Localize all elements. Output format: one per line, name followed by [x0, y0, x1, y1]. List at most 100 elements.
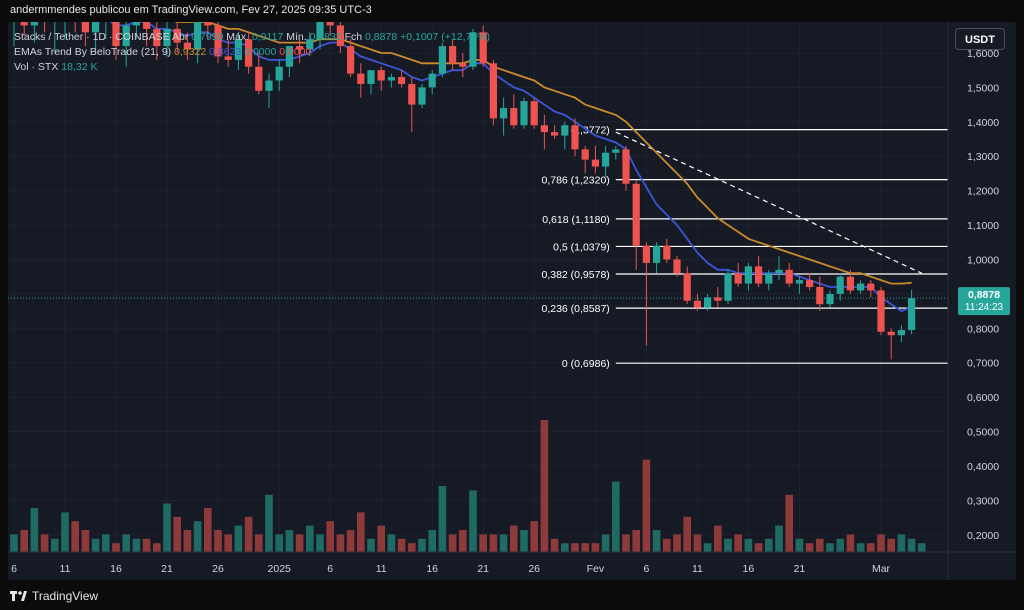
volume-bar — [122, 534, 130, 552]
candle-body — [245, 39, 253, 67]
volume-bar — [601, 534, 610, 552]
volume-bar — [632, 530, 640, 552]
candle-body — [826, 293, 834, 305]
candle-body — [122, 25, 130, 47]
volume-bar — [438, 486, 447, 552]
y-tick-label: 0,8000 — [967, 323, 999, 335]
volume-bar — [663, 538, 671, 552]
x-tick-label: 11 — [376, 563, 387, 575]
candle-body — [806, 280, 814, 287]
x-tick-label: 11 — [60, 563, 71, 575]
close-label: Fch — [344, 31, 363, 43]
candle-body — [214, 25, 222, 57]
candle-body — [683, 273, 691, 301]
x-tick-label: 21 — [477, 563, 489, 575]
fib-level-label: 1 (1,3772) — [562, 125, 610, 137]
fib-level-label: 0,5 (1,0379) — [553, 241, 610, 253]
candle-body — [296, 46, 304, 50]
candle-body — [724, 273, 732, 301]
candle-body — [877, 290, 885, 332]
volume-bar — [214, 530, 222, 552]
candle-body — [398, 77, 406, 84]
volume-bar — [714, 525, 722, 552]
candle-body — [765, 273, 773, 284]
x-tick-label: 6 — [11, 563, 17, 575]
volume-bar — [397, 538, 406, 552]
candle-body — [408, 83, 416, 105]
candle-body — [540, 125, 548, 133]
candle-body — [612, 149, 620, 153]
candle-body — [581, 149, 589, 160]
tradingview-brand: TradingView — [10, 589, 98, 603]
volume-bar — [469, 490, 477, 552]
volume-bar — [306, 525, 314, 552]
candle-body — [285, 46, 293, 67]
candle-body — [30, 22, 38, 26]
x-tick-label: 11 — [692, 563, 703, 575]
volume-bar — [102, 534, 110, 552]
y-tick-label: 1,1000 — [967, 220, 999, 232]
candle-body — [204, 22, 212, 26]
last-price-tag-bg — [958, 287, 1010, 316]
volume-bar — [40, 534, 49, 552]
candle-body — [81, 22, 89, 33]
y-tick-label: 1,2000 — [967, 186, 999, 198]
candle-body — [306, 39, 314, 50]
volume-bar — [142, 538, 151, 552]
candle-body — [642, 245, 650, 263]
volume-bar — [571, 543, 579, 552]
volume-bar — [30, 508, 39, 552]
candle-body — [887, 331, 895, 336]
volume-bar — [132, 538, 141, 552]
candle-body — [367, 70, 375, 84]
volume-bar — [326, 521, 334, 552]
volume-bar — [255, 534, 263, 552]
volume-indicator-name: Vol · STX — [14, 61, 59, 73]
legend-volume-row[interactable]: Vol · STX 18,32 K — [14, 60, 490, 75]
candle-body — [663, 245, 671, 260]
price-chart[interactable]: 1 (1,3772) 0,786 (1,2320) 0,618 (1,1180) 0,… — [8, 22, 1016, 580]
volume-bar — [785, 494, 793, 552]
chart-pane[interactable]: 1 (1,3772) 0,786 (1,2320) 0,618 (1,1180) 0,… — [8, 22, 1016, 580]
candle-body — [632, 183, 640, 246]
last-price-tag: 0,8878 — [968, 289, 1000, 301]
chart-legend: Stacks / Tether · 1D · COINBASE Abr 0,79… — [14, 30, 490, 75]
volume-bar — [244, 516, 253, 552]
volume-bar — [346, 530, 355, 552]
change-value: +0,1007 (+12,79%) — [400, 31, 490, 43]
low-label: Mín. — [286, 31, 307, 43]
x-tick-label: 16 — [110, 563, 122, 575]
volume-bar — [275, 534, 283, 552]
volume-bar — [20, 530, 28, 552]
volume-bar — [81, 530, 90, 552]
candle-body — [857, 283, 865, 291]
candle-body — [275, 66, 283, 81]
candle-body — [653, 245, 661, 263]
candle-body — [459, 63, 467, 67]
legend-ema-row[interactable]: EMAs Trend By BeloTrade (21, 9) 0,9322 0… — [14, 45, 490, 60]
candle-body — [469, 32, 477, 67]
volume-bar — [153, 543, 161, 552]
tradingview-logo-icon — [10, 591, 27, 601]
x-tick-label: 16 — [426, 563, 438, 575]
open-value: 0,7950 — [191, 31, 224, 43]
x-tick-label: 26 — [212, 563, 224, 575]
volume-bar — [489, 534, 498, 552]
candle-body — [795, 280, 803, 284]
candle-body — [224, 56, 232, 60]
symbol-name: Stacks / Tether · 1D · COINBASE — [14, 31, 170, 43]
volume-bar — [357, 512, 365, 552]
x-tick-label: Mar — [872, 563, 891, 575]
currency-button[interactable]: USDT — [955, 28, 1005, 50]
legend-symbol-row[interactable]: Stacks / Tether · 1D · COINBASE Abr 0,79… — [14, 30, 490, 45]
candle-body — [673, 259, 681, 274]
candle-body — [734, 273, 742, 284]
volume-bar — [693, 534, 702, 552]
volume-bar — [907, 538, 916, 552]
volume-bar — [765, 538, 773, 552]
candle-body — [530, 101, 538, 126]
volume-bar — [234, 525, 243, 552]
candle-body — [551, 132, 559, 136]
volume-bar — [459, 530, 467, 552]
